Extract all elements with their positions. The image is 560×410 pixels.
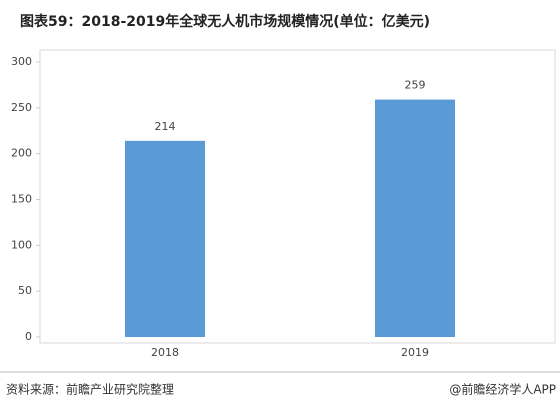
y-tick-label: 300 bbox=[11, 55, 32, 68]
y-tick-label: 150 bbox=[11, 193, 32, 206]
data-label: 259 bbox=[405, 79, 426, 92]
bar bbox=[375, 99, 455, 337]
y-tick-label: 50 bbox=[18, 284, 32, 297]
data-label: 214 bbox=[155, 120, 176, 133]
y-tick-label: 200 bbox=[11, 147, 32, 160]
x-tick-label: 2018 bbox=[151, 346, 179, 359]
credit: @前瞻经济学人APP bbox=[449, 382, 556, 397]
y-tick-label: 100 bbox=[11, 238, 32, 251]
plot-frame bbox=[39, 49, 556, 344]
chart-title: 图表59：2018-2019年全球无人机市场规模情况(单位：亿美元) bbox=[20, 13, 430, 30]
source-note: 资料来源：前瞻产业研究院整理 bbox=[6, 382, 174, 397]
y-tick-label: 0 bbox=[25, 330, 32, 343]
x-tick-label: 2019 bbox=[401, 346, 429, 359]
bar bbox=[125, 140, 205, 337]
y-tick-label: 250 bbox=[11, 101, 32, 114]
